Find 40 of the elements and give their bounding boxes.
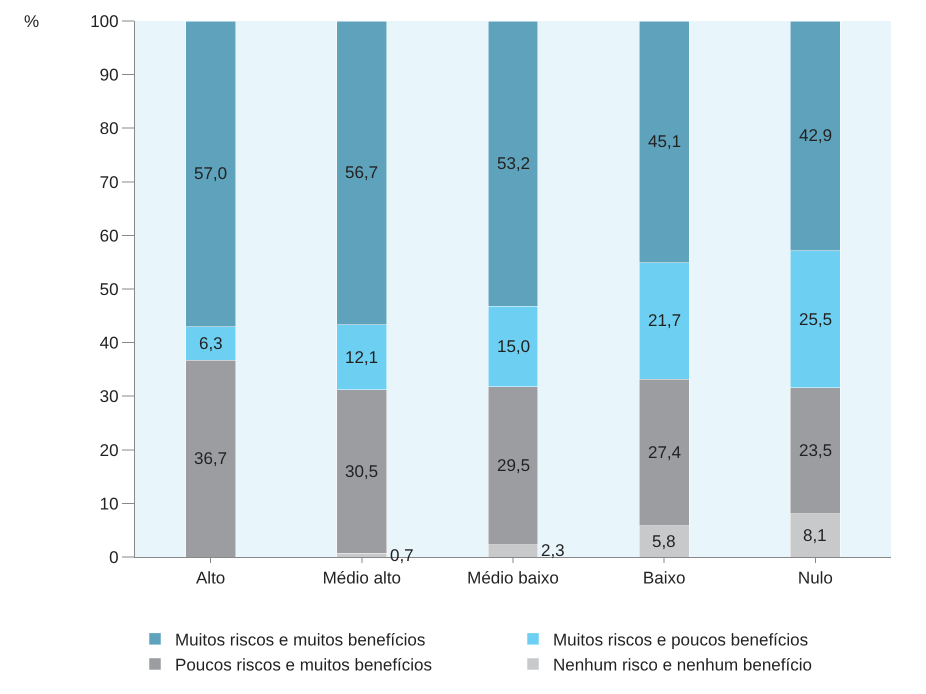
data-label: 12,1 — [345, 348, 378, 367]
legend-label: Muitos riscos e muitos benefícios — [175, 630, 426, 650]
y-tick-label: 40 — [100, 334, 119, 353]
data-label: 56,7 — [345, 163, 378, 182]
x-tick-label: Médio baixo — [467, 568, 559, 588]
y-tick-label: 70 — [100, 172, 119, 192]
x-tick-label: Médio alto — [322, 568, 402, 588]
y-tick-label: 50 — [100, 280, 119, 299]
data-label: 8,1 — [803, 526, 827, 545]
data-label: 53,2 — [497, 154, 530, 173]
y-tick-label: 90 — [100, 66, 119, 85]
data-label: 45,1 — [648, 132, 682, 151]
y-tick-label: 30 — [100, 387, 119, 406]
x-tick-label: Nulo — [798, 568, 833, 588]
x-tick-label: Alto — [196, 568, 226, 588]
data-label: 0,7 — [390, 546, 414, 565]
data-label: 2,3 — [541, 541, 565, 560]
y-tick-label: 100 — [90, 12, 119, 31]
data-label: 25,5 — [799, 310, 832, 329]
data-label: 57,0 — [194, 164, 228, 183]
y-tick-label: 60 — [100, 226, 119, 246]
y-tick-label: 80 — [100, 119, 119, 138]
data-label: 5,8 — [652, 532, 676, 551]
data-label: 30,5 — [345, 462, 378, 481]
x-tick-label: Baixo — [642, 568, 686, 588]
data-label: 36,7 — [194, 449, 228, 468]
data-label: 21,7 — [648, 311, 682, 330]
data-label: 23,5 — [799, 441, 832, 460]
y-tick-label: 10 — [100, 494, 119, 514]
legend-label: Poucos riscos e muitos benefícios — [175, 656, 432, 675]
y-tick-label: 20 — [100, 440, 119, 460]
legend-label: Muitos riscos e poucos benefícios — [553, 630, 808, 650]
data-label: 6,3 — [199, 334, 223, 353]
legend-label: Nenhum risco e nenhum benefício — [553, 656, 812, 675]
y-axis-title: % — [24, 12, 40, 31]
data-label: 15,0 — [497, 337, 530, 356]
data-label: 42,9 — [799, 126, 832, 145]
y-tick-label: 0 — [109, 548, 119, 567]
data-label: 29,5 — [497, 456, 530, 475]
data-label: 27,4 — [648, 443, 682, 462]
